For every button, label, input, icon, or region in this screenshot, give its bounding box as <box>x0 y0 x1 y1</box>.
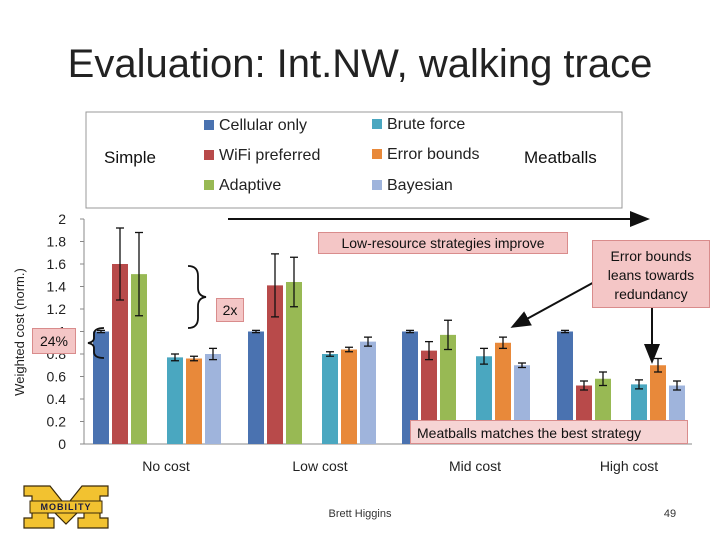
bar <box>286 282 302 444</box>
y-tick-label: 1.4 <box>47 279 67 295</box>
slide-title: Evaluation: Int.NW, walking trace <box>67 42 653 86</box>
x-tick-label: Mid cost <box>449 458 501 474</box>
y-tick-label: 0.6 <box>47 369 67 385</box>
bar <box>322 354 338 444</box>
legend-entry: Bayesian <box>387 177 453 194</box>
annotation-improve: Low-resource strategies improve <box>318 232 568 254</box>
legend-swatch <box>204 150 214 160</box>
bar <box>167 357 183 444</box>
legend-simple-label: Simple <box>104 148 156 167</box>
annotation-2x: 2x <box>216 298 244 322</box>
y-tick-label: 1.6 <box>47 256 67 272</box>
annotation-24pct: 24% <box>32 328 76 354</box>
bar <box>112 264 128 444</box>
brace-24pct <box>87 327 105 359</box>
logo-text: MOBILITY <box>40 502 92 512</box>
legend-entry: Error bounds <box>387 146 480 163</box>
arrow-error-bounds-mid <box>510 279 599 328</box>
bar <box>495 342 511 444</box>
y-tick-label: 2 <box>58 211 66 227</box>
bar <box>267 285 283 444</box>
legend-swatch <box>372 180 382 190</box>
x-tick-label: No cost <box>142 458 190 474</box>
legend-meatballs-label: Meatballs <box>524 148 597 167</box>
y-tick-label: 0 <box>58 436 66 452</box>
x-tick-label: Low cost <box>292 458 347 474</box>
y-tick-label: 0.4 <box>47 391 67 407</box>
legend-swatch <box>204 120 214 130</box>
legend-entry: Cellular only <box>219 117 307 134</box>
bar <box>248 331 264 444</box>
legend-box <box>85 111 623 209</box>
bar <box>557 331 573 444</box>
legend-swatch <box>372 149 382 159</box>
legend-entry: WiFi preferred <box>219 147 320 164</box>
mobility-logo: MOBILITY <box>18 484 114 535</box>
page-number: 49 <box>663 508 677 520</box>
bar <box>93 331 109 444</box>
bar <box>360 341 376 444</box>
bar <box>186 358 202 444</box>
legend-entry: Adaptive <box>219 177 281 194</box>
y-tick-label: 0.2 <box>47 414 67 430</box>
legend-swatch <box>204 180 214 190</box>
annotation-meatballs-best: Meatballs matches the best strategy <box>410 420 688 444</box>
bar <box>440 334 456 444</box>
y-axis-title: Weighted cost (norm.) <box>12 268 27 396</box>
bar <box>341 349 357 444</box>
legend-entry: Brute force <box>387 116 465 133</box>
brace-2x <box>187 265 207 329</box>
bar <box>205 354 221 444</box>
x-tick-label: High cost <box>600 458 658 474</box>
legend-swatch <box>372 119 382 129</box>
y-tick-label: 1.8 <box>47 234 67 250</box>
y-tick-label: 1.2 <box>47 301 67 317</box>
bar <box>402 331 418 444</box>
annotation-error-bounds: Error bounds leans towards redundancy <box>592 240 710 308</box>
footer-author: Brett Higgins <box>328 508 392 520</box>
bar <box>131 274 147 444</box>
